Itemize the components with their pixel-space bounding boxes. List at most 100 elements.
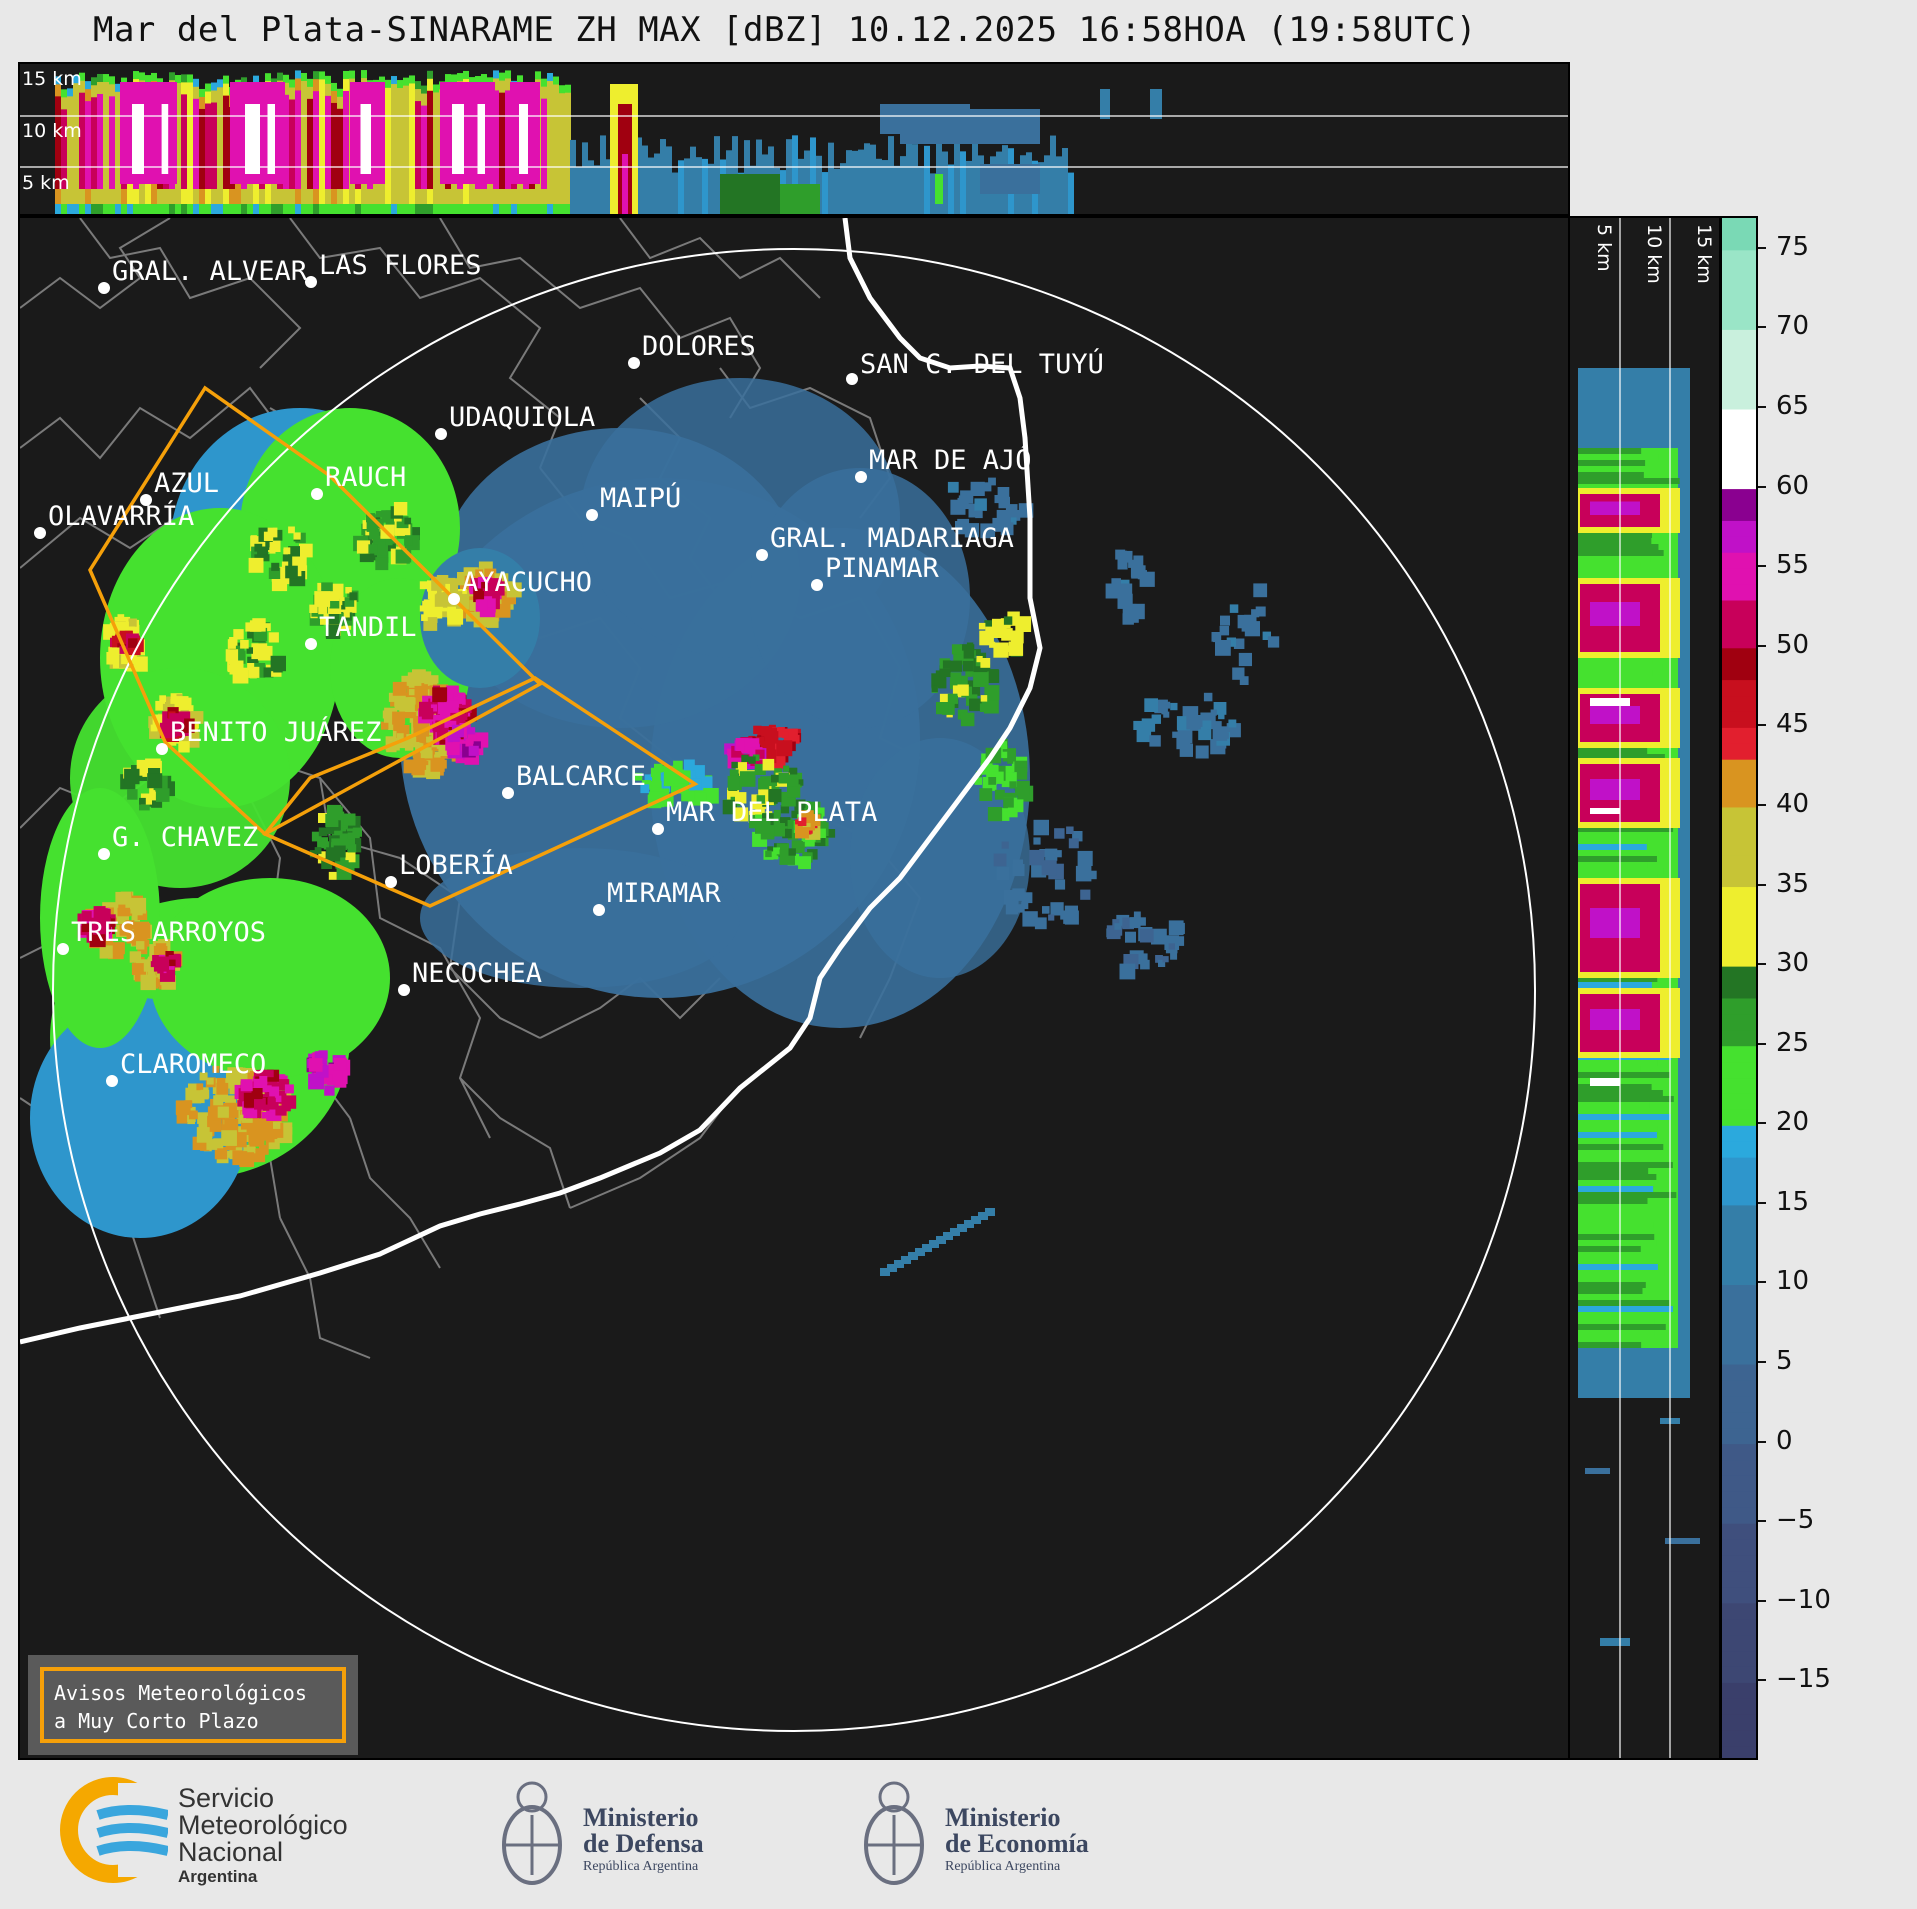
colorbar-step: [1722, 854, 1756, 872]
colorbar-tick-label: 45: [1758, 709, 1809, 739]
colorbar-step: [1722, 1682, 1756, 1699]
colorbar-step: [1722, 934, 1756, 951]
colorbar-step: [1722, 552, 1756, 569]
colorbar-step: [1722, 393, 1756, 410]
colorbar-step: [1722, 902, 1756, 919]
colorbar-step: [1722, 536, 1756, 553]
colorbar-step: [1722, 1013, 1756, 1031]
city-azul: AZUL: [140, 468, 219, 506]
city-necochea: NECOCHEA: [398, 958, 542, 996]
city-marker: [855, 471, 867, 483]
colorbar-step: [1722, 647, 1756, 665]
city-marker: [98, 848, 110, 860]
city-marker: [305, 276, 317, 288]
colorbar-step: [1722, 1666, 1756, 1683]
colorbar-step: [1722, 775, 1756, 792]
colorbar-step: [1722, 1618, 1756, 1636]
city-marker: [98, 282, 110, 294]
colorbar-step: [1722, 1475, 1756, 1492]
city-gral-madariaga: GRAL. MADARIAGA: [756, 523, 1014, 561]
colorbar-step: [1722, 249, 1756, 267]
city-ayacucho: AYACUCHO: [448, 567, 592, 605]
city-label: DOLORES: [642, 331, 756, 362]
chart-title: Mar del Plata-SINARAME ZH MAX [dBZ] 10.1…: [92, 10, 1477, 50]
smn-line2: Meteorológico: [178, 1810, 348, 1840]
city-marker: [502, 787, 514, 799]
colorbar-tick-label: 40: [1758, 789, 1809, 819]
city-miramar: MIRAMAR: [593, 878, 722, 916]
city-tandil: TANDIL: [305, 612, 417, 650]
city-label: AYACUCHO: [462, 567, 592, 598]
top-height-label-15: 15 km: [22, 68, 82, 90]
city-benito-juárez: BENITO JUÁREZ: [156, 716, 381, 755]
city-marker: [57, 943, 69, 955]
colorbar-tick-label: −10: [1758, 1585, 1831, 1615]
city-label: MAR DE AJÓ: [869, 444, 1032, 476]
radar-map[interactable]: GRAL. ALVEAR LAS FLORES DOLORES SAN C. DEL …: [20, 218, 1570, 1760]
smn-line1: Servicio: [178, 1783, 275, 1813]
city-marker: [811, 579, 823, 591]
smn-emblem: [60, 1777, 168, 1883]
city-mar-de-ajó: MAR DE AJÓ: [855, 444, 1032, 483]
defensa-logo: Ministerio de Defensa República Argentin…: [495, 1775, 755, 1895]
colorbar-step: [1722, 1650, 1756, 1667]
colorbar-gradient: [1722, 218, 1756, 1758]
colorbar-tick-label: 75: [1758, 232, 1809, 262]
colorbar-step: [1722, 1157, 1756, 1174]
city-marker: [305, 638, 317, 650]
city-labels: GRAL. ALVEAR LAS FLORES DOLORES SAN C. DEL …: [34, 250, 1104, 1087]
colorbar-step: [1722, 1332, 1756, 1349]
city-label: MAIPÚ: [600, 482, 681, 514]
city-claromeco: CLAROMECO: [106, 1049, 266, 1087]
city-label: OLAVARRÍA: [48, 500, 194, 532]
colorbar-step: [1722, 1507, 1756, 1524]
national-coat-of-arms-icon: [864, 1781, 924, 1885]
economia-logo: Ministerio de Economía República Argenti…: [857, 1775, 1157, 1895]
colorbar-step: [1722, 488, 1756, 506]
colorbar-step: [1722, 1523, 1756, 1540]
warning-polygons: [88, 385, 699, 908]
city-balcarce: BALCARCE: [502, 761, 646, 799]
city-maipú: MAIPÚ: [586, 482, 681, 521]
defensa-line1: Ministerio: [583, 1803, 699, 1832]
colorbar-tick-label: 60: [1758, 471, 1809, 501]
colorbar-step: [1722, 870, 1756, 888]
colorbar-tick-label: 55: [1758, 550, 1809, 580]
city-mar-del-plata: MAR DEL PLATA: [652, 797, 877, 835]
colorbar-step: [1722, 631, 1756, 649]
colorbar-step: [1722, 1570, 1756, 1588]
city-marker: [756, 549, 768, 561]
economia-line3: República Argentina: [945, 1859, 1061, 1874]
radar-map-panel[interactable]: GRAL. ALVEAR LAS FLORES DOLORES SAN C. DEL …: [18, 216, 1570, 1760]
colorbar-step: [1722, 1459, 1756, 1476]
colorbar-tick-label: 5: [1758, 1346, 1793, 1376]
city-marker: [448, 593, 460, 605]
colorbar-step: [1722, 679, 1756, 697]
city-las-flores: LAS FLORES: [305, 250, 482, 288]
defensa-line2: de Defensa: [583, 1829, 704, 1858]
top-cross-section: 15 km 10 km 5 km: [20, 68, 1568, 214]
colorbar-tick-label: 0: [1758, 1426, 1793, 1456]
colorbar-step: [1722, 806, 1756, 824]
colorbar-step: [1722, 233, 1756, 251]
colorbar-step: [1722, 1491, 1756, 1508]
colorbar-step: [1722, 1093, 1756, 1110]
colorbar-step: [1722, 1252, 1756, 1270]
colorbar-step: [1722, 1109, 1756, 1126]
city-marker: [34, 527, 46, 539]
colorbar-step: [1722, 950, 1756, 967]
colorbar-step: [1722, 1348, 1756, 1365]
warning-legend-frame: Avisos Meteorológicos a Muy Corto Plazo: [40, 1667, 346, 1743]
city-label: LAS FLORES: [319, 250, 482, 281]
defensa-line3: República Argentina: [583, 1859, 699, 1874]
colorbar-step: [1722, 440, 1756, 458]
city-marker: [398, 984, 410, 996]
city-marker: [628, 357, 640, 369]
colorbar-step: [1722, 504, 1756, 521]
colorbar-step: [1722, 727, 1756, 744]
colorbar-step: [1722, 743, 1756, 760]
city-g-chavez: G. CHAVEZ: [98, 822, 258, 860]
colorbar-step: [1722, 1029, 1756, 1047]
colorbar-step: [1722, 663, 1756, 681]
colorbar-tick-label: 20: [1758, 1107, 1809, 1137]
